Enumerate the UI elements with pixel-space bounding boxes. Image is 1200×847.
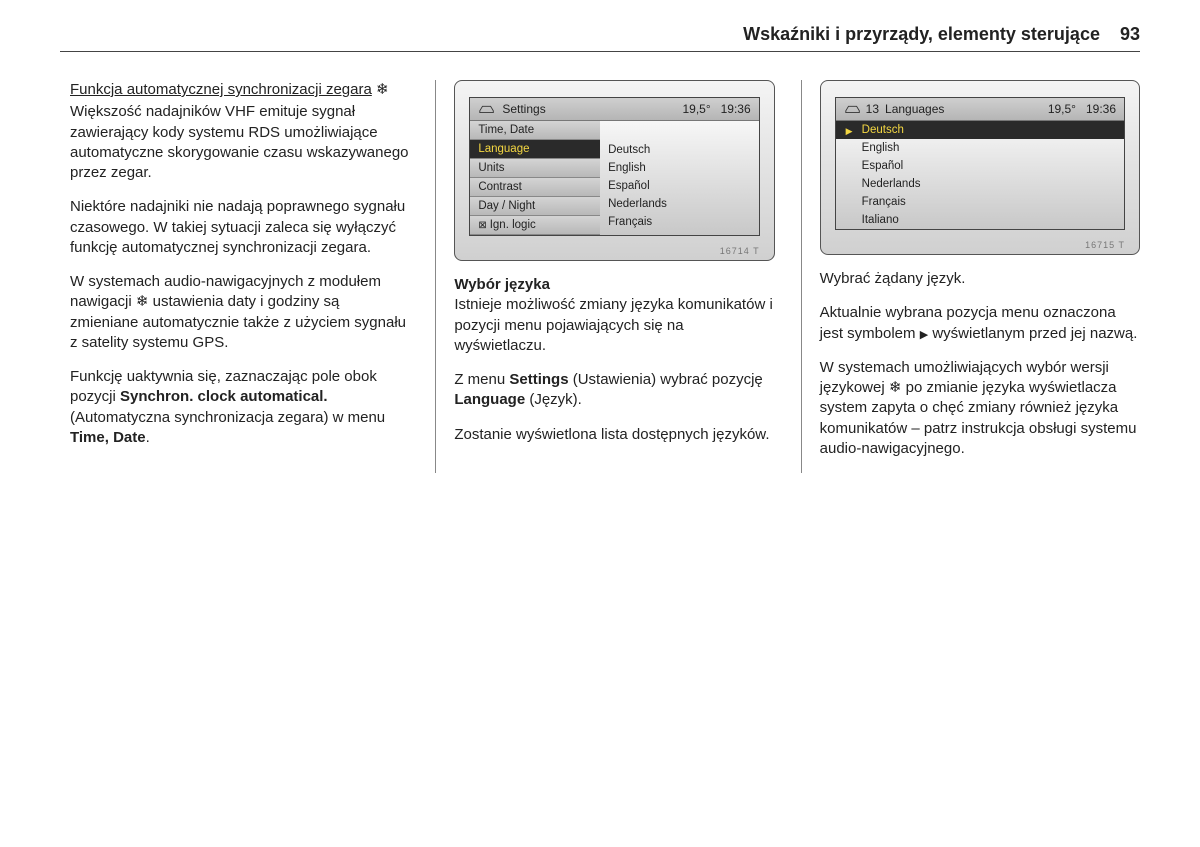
language-option: Español	[600, 177, 759, 195]
language-option: Nederlands	[600, 195, 759, 213]
col2-heading: Wybór języka Istnieje możliwość zmiany j…	[454, 275, 774, 356]
device1-time: 19:36	[721, 102, 751, 116]
device1-header: Settings 19,5° 19:36	[470, 98, 758, 121]
language-row: Español	[836, 157, 1124, 175]
language-row: Français	[836, 193, 1124, 211]
col3-p1: Wybrać żądany język.	[820, 269, 1140, 289]
menu-item: Contrast	[470, 178, 600, 197]
column-3: 13 Languages 19,5° 19:36 DeutschEnglishE…	[801, 80, 1140, 473]
language-row: Nederlands	[836, 175, 1124, 193]
col2-p2-e: (Język).	[525, 391, 582, 408]
menu-item: Day / Night	[470, 197, 600, 216]
col1-p4-d: Time, Date	[70, 429, 146, 446]
header-title: Wskaźniki i przyrządy, elementy sterując…	[743, 24, 1100, 45]
device1-menu: Time, DateLanguageUnitsContrastDay / Nig…	[470, 121, 600, 235]
language-option: Deutsch	[600, 141, 759, 159]
device1-temp: 19,5°	[682, 102, 710, 116]
col2-p3: Zostanie wyświetlona lista dostępnych ję…	[454, 425, 774, 445]
col2-p2-b: Settings	[509, 371, 568, 388]
col2-p1: Istnieje możliwość zmiany języka komunik…	[454, 296, 772, 354]
menu-item: Ign. logic	[470, 216, 600, 235]
column-2: Settings 19,5° 19:36 Time, DateLanguageU…	[435, 80, 774, 473]
col1-heading: Funkcja automatycznej synchronizacji zeg…	[70, 80, 409, 100]
triangle-icon: ▶	[920, 329, 928, 341]
device2-image-id: 16715 T	[1085, 240, 1125, 250]
menu-item: Units	[470, 159, 600, 178]
device1-inner: Settings 19,5° 19:36 Time, DateLanguageU…	[469, 97, 759, 236]
device1-title: Settings	[496, 102, 682, 116]
device-screenshot-languages: 13 Languages 19,5° 19:36 DeutschEnglishE…	[820, 80, 1140, 255]
col1-p4-b: Synchron. clock automatical.	[120, 388, 328, 405]
device-screenshot-settings: Settings 19,5° 19:36 Time, DateLanguageU…	[454, 80, 774, 261]
language-row: Deutsch	[836, 121, 1124, 139]
device2-language-list: DeutschEnglishEspañolNederlandsFrançaisI…	[836, 121, 1124, 229]
device2-title: Languages	[879, 102, 1048, 116]
language-option: Français	[600, 213, 759, 231]
col3-p3: W systemach umożliwiających wybór wersji…	[820, 358, 1140, 459]
language-option: English	[600, 159, 759, 177]
car-icon	[478, 103, 496, 115]
col2-p2-d: Language	[454, 391, 525, 408]
snowflake-icon: ❄	[136, 292, 149, 312]
page-number: 93	[1120, 24, 1140, 45]
col2-p2: Z menu Settings (Ustawienia) wybrać pozy…	[454, 370, 774, 411]
col1-p4: Funkcję uaktywnia się, zaznaczając pole …	[70, 367, 409, 448]
device1-languages: DeutschEnglishEspañolNederlandsFrançais	[600, 121, 759, 235]
snowflake-icon: ❄	[376, 80, 389, 100]
device2-header: 13 Languages 19,5° 19:36	[836, 98, 1124, 121]
col2-h: Wybór języka	[454, 276, 550, 293]
col2-p2-a: Z menu	[454, 371, 509, 388]
col1-p1: Większość nadajników VHF emituje sygnał …	[70, 102, 409, 183]
snowflake-icon: ❄	[889, 378, 902, 398]
device2-inner: 13 Languages 19,5° 19:36 DeutschEnglishE…	[835, 97, 1125, 230]
device2-temp: 19,5°	[1048, 102, 1076, 116]
col3-p2-b: wyświetlanym przed jej nazwą.	[928, 325, 1137, 342]
car-icon	[844, 103, 862, 115]
language-row: English	[836, 139, 1124, 157]
device2-time: 19:36	[1086, 102, 1116, 116]
column-1: Funkcja automatycznej synchronizacji zeg…	[70, 80, 409, 473]
device2-num: 13	[862, 102, 879, 116]
col1-p3: W systemach audio-nawigacyjnych z modułe…	[70, 272, 409, 353]
col1-p4-e: .	[146, 429, 150, 446]
menu-item: Language	[470, 140, 600, 159]
col1-p4-c: (Automatyczna synchronizacja zegara) w m…	[70, 409, 385, 426]
col3-p2: Aktualnie wybrana pozycja menu oznaczona…	[820, 303, 1140, 344]
page-header: Wskaźniki i przyrządy, elementy sterując…	[60, 24, 1140, 52]
menu-item: Time, Date	[470, 121, 600, 140]
device1-image-id: 16714 T	[720, 246, 760, 256]
language-row: Italiano	[836, 211, 1124, 229]
col1-heading-text: Funkcja automatycznej synchronizacji zeg…	[70, 81, 372, 98]
content-columns: Funkcja automatycznej synchronizacji zeg…	[70, 80, 1140, 473]
col2-p2-c: (Ustawienia) wybrać pozycję	[569, 371, 763, 388]
device1-body: Time, DateLanguageUnitsContrastDay / Nig…	[470, 121, 758, 235]
col1-p2: Niektóre nadajniki nie nadają poprawnego…	[70, 197, 409, 258]
